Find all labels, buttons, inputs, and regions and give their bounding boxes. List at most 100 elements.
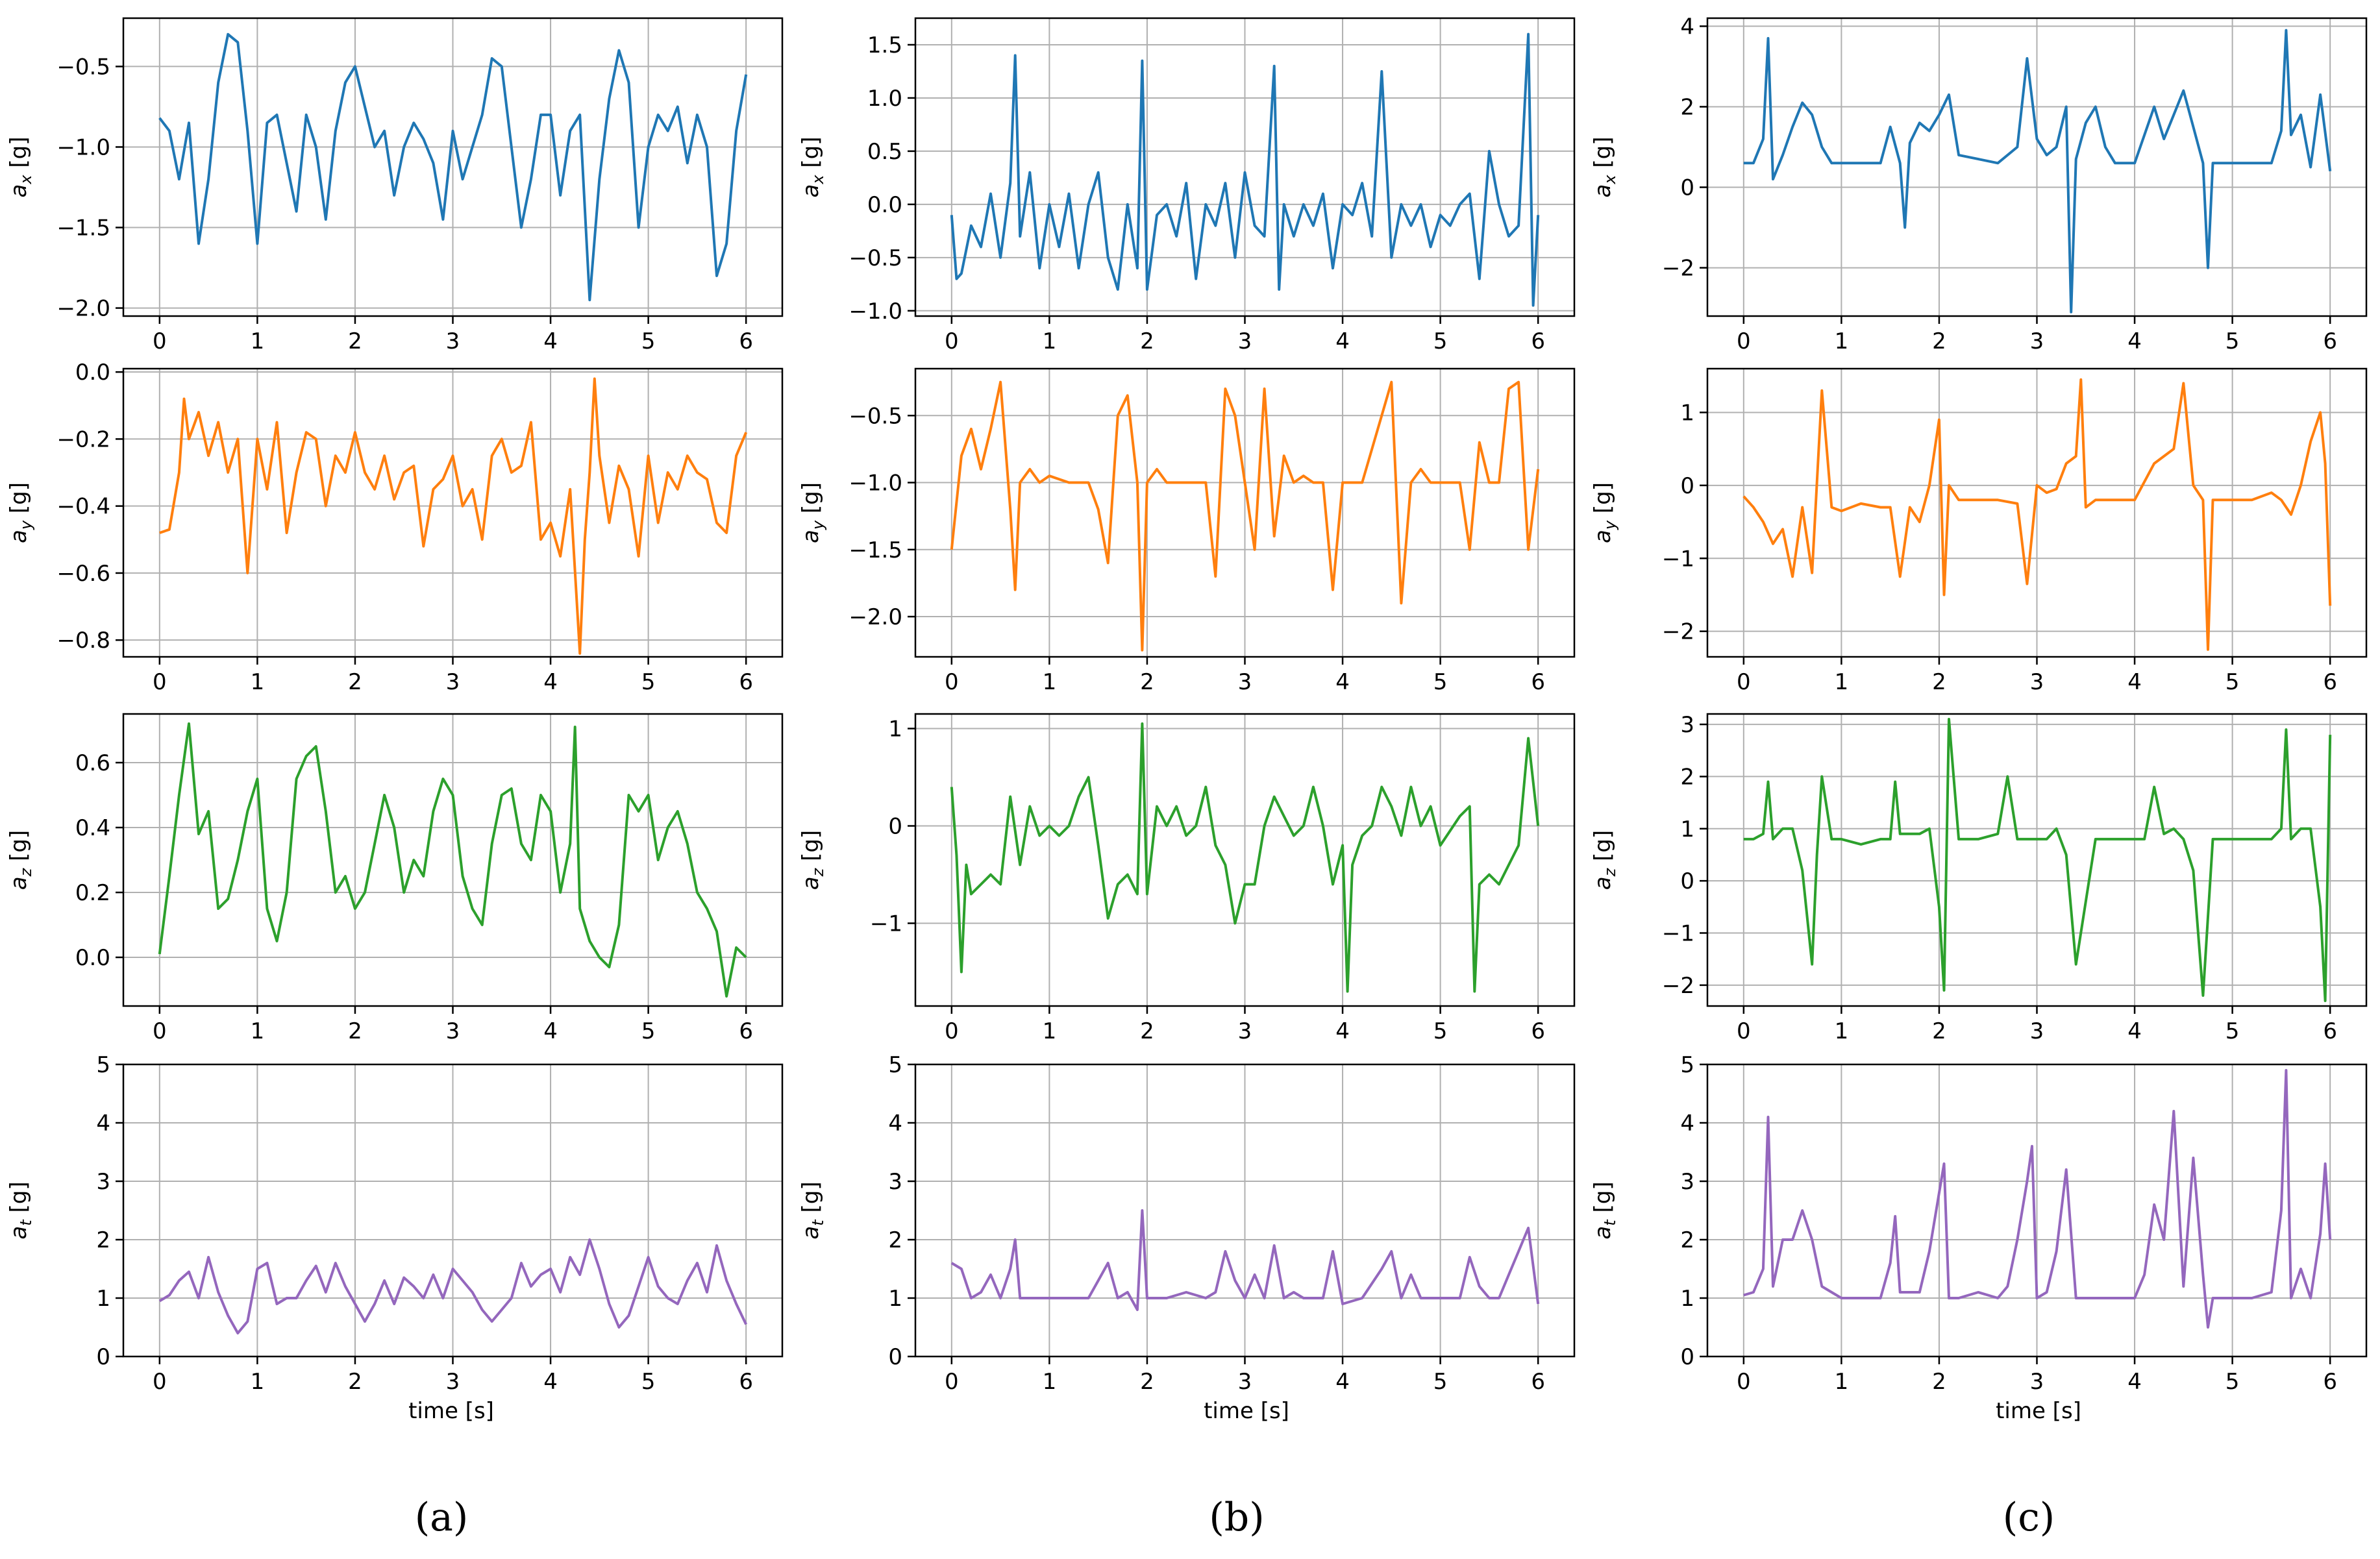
y-axis-label-subscript: x bbox=[1601, 175, 1619, 185]
x-tick-label: 2 bbox=[1140, 669, 1154, 695]
x-tick-label: 6 bbox=[739, 328, 753, 354]
y-tick-label: 0.6 bbox=[75, 750, 110, 776]
y-axis-label-unit: [g] bbox=[1590, 1181, 1616, 1220]
y-axis-label-unit: [g] bbox=[6, 482, 32, 521]
y-tick-label: 5 bbox=[96, 1052, 110, 1078]
x-tick-label: 2 bbox=[348, 1018, 362, 1044]
x-tick-label: 4 bbox=[543, 1369, 558, 1395]
x-tick-label: 0 bbox=[1737, 1369, 1751, 1395]
y-tick-label: 0 bbox=[1680, 175, 1694, 201]
series-line bbox=[158, 722, 747, 998]
y-axis-label-symbol: a bbox=[798, 1226, 824, 1240]
x-tick-label: 2 bbox=[1140, 328, 1154, 354]
y-axis-label: ax [g] bbox=[6, 137, 35, 198]
series-line bbox=[158, 1238, 748, 1334]
y-tick-label: 0.0 bbox=[75, 945, 110, 971]
x-tick-label: 4 bbox=[543, 669, 558, 695]
x-tick-label: 6 bbox=[2323, 1018, 2337, 1044]
y-tick-label: 4 bbox=[96, 1111, 110, 1136]
x-tick-label: 5 bbox=[1433, 328, 1448, 354]
y-axis-label-subscript: z bbox=[17, 867, 35, 877]
caption-a: (a) bbox=[415, 1495, 469, 1540]
y-tick-label: −1 bbox=[1662, 546, 1694, 572]
x-tick-label: 1 bbox=[251, 669, 265, 695]
x-tick-label: 6 bbox=[739, 669, 753, 695]
caption-b: (b) bbox=[1209, 1495, 1264, 1540]
y-axis-label: ax [g] bbox=[1590, 137, 1619, 198]
y-axis-label-unit: [g] bbox=[6, 137, 32, 175]
panel-c-at: 0 1 2 3 4 5 6 0 1 2 3 4 5 at [g] bbox=[1590, 1052, 2368, 1395]
series-line bbox=[1742, 378, 2332, 651]
y-axis-label-symbol: a bbox=[1590, 530, 1616, 543]
y-axis-label-symbol: a bbox=[798, 876, 824, 890]
panel-c-az: 0 1 2 3 4 5 6 −2 −1 0 1 2 3 az [g] bbox=[1590, 712, 2368, 1044]
x-tick-label: 0 bbox=[153, 1369, 167, 1395]
x-tick-label: 3 bbox=[1238, 669, 1252, 695]
y-tick-label: −0.6 bbox=[56, 561, 110, 587]
y-axis-label: ay [g] bbox=[6, 482, 35, 543]
y-axis-label-symbol: a bbox=[6, 1226, 32, 1240]
y-tick-label: 2 bbox=[96, 1227, 110, 1253]
x-axis-label-col-c: time [s] bbox=[1996, 1398, 2081, 1424]
x-tick-label: 6 bbox=[739, 1369, 753, 1395]
x-tick-label: 3 bbox=[2030, 669, 2044, 695]
y-tick-label: −2.0 bbox=[56, 296, 110, 322]
y-axis-label-subscript: z bbox=[1601, 867, 1619, 877]
x-tick-label: 1 bbox=[251, 1369, 265, 1395]
x-tick-label: 5 bbox=[2225, 669, 2240, 695]
y-axis-label-subscript: t bbox=[1601, 1219, 1619, 1226]
y-tick-label: −0.5 bbox=[849, 403, 902, 429]
y-axis-label-subscript: x bbox=[809, 175, 827, 185]
x-tick-label: 0 bbox=[1737, 328, 1751, 354]
x-axis-label-col-a: time [s] bbox=[408, 1398, 494, 1424]
y-axis-label-subscript: z bbox=[809, 867, 827, 877]
y-tick-label: −2.0 bbox=[849, 604, 902, 630]
x-tick-label: 0 bbox=[153, 328, 167, 354]
y-axis-label-subscript: t bbox=[17, 1219, 35, 1226]
x-tick-label: 0 bbox=[945, 1369, 959, 1395]
x-tick-label: 5 bbox=[641, 669, 656, 695]
series-line bbox=[1743, 1069, 2332, 1329]
y-tick-label: 5 bbox=[888, 1052, 902, 1078]
x-tick-label: 4 bbox=[543, 328, 558, 354]
x-tick-label: 6 bbox=[2323, 669, 2337, 695]
y-tick-label: 0 bbox=[96, 1344, 110, 1370]
y-tick-label: 0 bbox=[1680, 473, 1694, 499]
panels-grid: 0 1 2 3 4 5 6−2.0−1.5−1.0−0.5ax [g]0 1 2 3 4 5 6−1.0… bbox=[6, 14, 2368, 1395]
y-axis-label-subscript: t bbox=[809, 1219, 827, 1226]
x-tick-label: 1 bbox=[1043, 1369, 1057, 1395]
y-tick-label: 4 bbox=[1680, 1111, 1694, 1136]
x-tick-label: 2 bbox=[1140, 1369, 1154, 1395]
x-tick-label: 0 bbox=[1737, 669, 1751, 695]
y-axis-label-unit: [g] bbox=[798, 482, 824, 521]
caption-c: (c) bbox=[2003, 1495, 2055, 1540]
y-axis-label-subscript: y bbox=[17, 520, 35, 530]
y-tick-label: 0.0 bbox=[867, 192, 902, 218]
y-tick-label: −1.5 bbox=[56, 215, 110, 241]
panel-c-ay: 0 1 2 3 4 5 6 −2 −1 0 1 ay [g] bbox=[1590, 367, 2368, 695]
y-axis-label-symbol: a bbox=[798, 184, 824, 198]
series-line bbox=[1743, 718, 2332, 1002]
y-tick-label: 1.5 bbox=[867, 32, 902, 58]
y-tick-label: −2 bbox=[1662, 973, 1694, 999]
x-tick-label: 0 bbox=[945, 669, 959, 695]
y-tick-label: −0.5 bbox=[849, 245, 902, 271]
y-axis-label: ax [g] bbox=[798, 137, 827, 198]
y-tick-label: 3 bbox=[96, 1169, 110, 1195]
y-tick-label: −0.8 bbox=[56, 628, 110, 654]
y-tick-label: 2 bbox=[1680, 94, 1694, 120]
y-tick-label: −1.0 bbox=[849, 299, 902, 325]
y-axis-label-unit: [g] bbox=[798, 1181, 824, 1220]
y-tick-label: 0 bbox=[1680, 868, 1694, 894]
y-tick-label: 1 bbox=[1680, 400, 1694, 426]
y-tick-label: 0.4 bbox=[75, 815, 110, 841]
y-axis-label-symbol: a bbox=[798, 530, 824, 543]
y-axis-label-unit: [g] bbox=[1590, 137, 1616, 175]
y-tick-label: 1 bbox=[1680, 1286, 1694, 1312]
x-tick-label: 3 bbox=[446, 669, 460, 695]
y-tick-label: −0.5 bbox=[56, 54, 110, 80]
panel-b-ay: 0 1 2 3 4 5 6 −2.0 −1.5 −1.0 −0.5 ay [g] bbox=[798, 367, 1576, 695]
x-tick-label: 5 bbox=[641, 1369, 656, 1395]
panel-c-ax: 0 1 2 3 4 5 6 −2 0 2 4 ax [g] bbox=[1590, 14, 2368, 354]
